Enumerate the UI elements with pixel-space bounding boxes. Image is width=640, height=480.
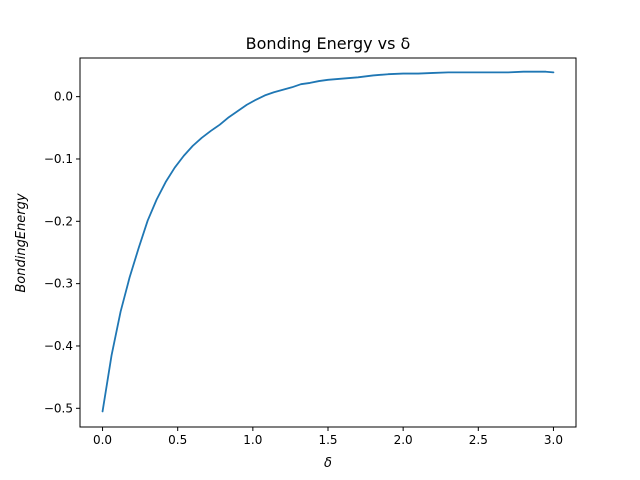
y-tick-label: −0.3 — [44, 277, 73, 291]
y-tick-label: −0.2 — [44, 214, 73, 228]
plot-area — [101, 70, 555, 413]
x-tick-label: 1.0 — [243, 433, 262, 447]
x-tick-label: 3.0 — [544, 433, 563, 447]
x-tick-label: 2.0 — [394, 433, 413, 447]
axes-frame — [79, 57, 577, 428]
y-tick-label: −0.5 — [44, 401, 73, 415]
x-axis-label: δ — [324, 456, 332, 471]
y-axis-ticks: 0.0 −0.1 −0.2 −0.3 −0.4 −0.5 — [44, 90, 80, 415]
y-tick-label: 0.0 — [54, 90, 73, 104]
x-tick-label: 0.5 — [168, 433, 187, 447]
x-tick-label: 1.5 — [318, 433, 337, 447]
y-tick-label: −0.4 — [44, 339, 73, 353]
y-axis-label: BondingEnergy — [14, 193, 29, 293]
series-line — [101, 70, 555, 413]
x-tick-label: 2.5 — [469, 433, 488, 447]
x-tick-label: 0.0 — [93, 433, 112, 447]
chart-title: Bonding Energy vs δ — [246, 34, 411, 53]
x-axis-ticks: 0.0 0.5 1.0 1.5 2.0 2.5 3.0 — [93, 427, 563, 447]
y-tick-label: −0.1 — [44, 152, 73, 166]
